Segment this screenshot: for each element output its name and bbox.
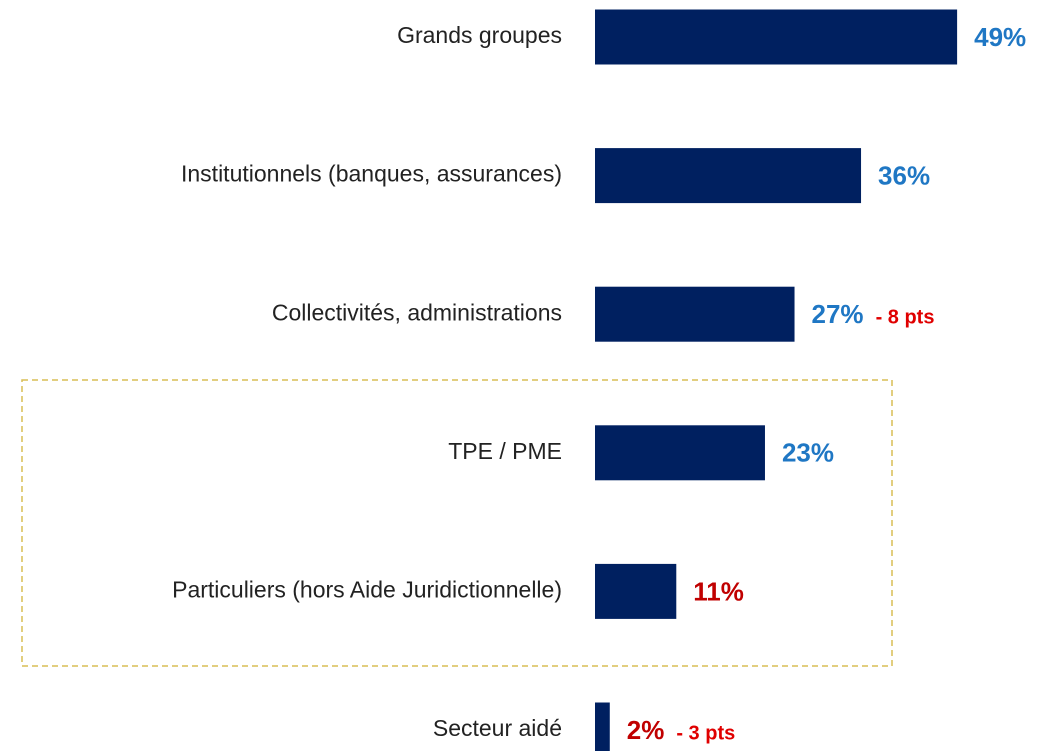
bar — [595, 702, 610, 751]
category-label: Institutionnels (banques, assurances) — [181, 161, 562, 187]
value-label: 49% — [974, 22, 1026, 52]
value-label: 11% — [693, 576, 744, 606]
value-label: 23% — [782, 438, 834, 468]
highlight-box — [21, 379, 893, 667]
note-label: - 3 pts — [676, 722, 735, 744]
value-label: 2% — [627, 715, 665, 745]
category-label: Collectivités, administrations — [272, 299, 562, 325]
value-label: 27% — [812, 299, 864, 329]
note-label: - 8 pts — [876, 306, 935, 328]
category-label: Grands groupes — [397, 22, 562, 48]
category-label: Particuliers (hors Aide Juridictionnelle… — [172, 576, 562, 602]
value-label: 36% — [878, 160, 930, 190]
bar — [595, 425, 765, 481]
bar — [595, 286, 795, 342]
bar — [595, 148, 862, 204]
bar — [595, 563, 677, 619]
category-label: Secteur aidé — [433, 715, 562, 741]
category-label: TPE / PME — [448, 438, 562, 464]
bar — [595, 9, 958, 65]
